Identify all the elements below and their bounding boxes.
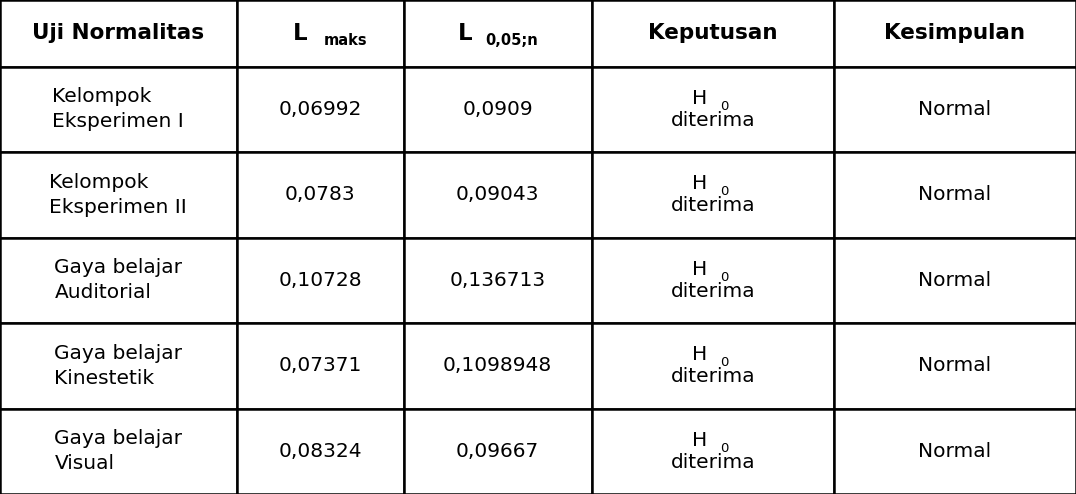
Bar (237, 152, 404, 238)
Text: maks: maks (324, 33, 367, 48)
Text: Uji Normalitas: Uji Normalitas (32, 23, 204, 43)
Text: Normal: Normal (919, 442, 991, 461)
Bar (237, 67, 404, 152)
Bar (834, 0, 1076, 67)
Bar (0, 0, 237, 67)
Text: 0,05;n: 0,05;n (485, 33, 538, 48)
Text: L: L (458, 22, 473, 45)
Bar (0, 238, 237, 323)
Text: H: H (692, 260, 708, 279)
Text: 0,06992: 0,06992 (279, 100, 362, 119)
Text: 0: 0 (721, 442, 728, 454)
Text: 0: 0 (721, 100, 728, 113)
Bar (0, 152, 237, 238)
Bar (237, 0, 404, 67)
Bar (0, 323, 237, 409)
Bar (0, 409, 237, 494)
Text: 0,07371: 0,07371 (279, 356, 362, 375)
Text: 0,136713: 0,136713 (450, 271, 546, 290)
Text: diterima: diterima (670, 368, 755, 386)
Bar (0, 67, 237, 152)
Bar (404, 67, 592, 152)
Bar (834, 409, 1076, 494)
Text: Kelompok
Eksperimen I: Kelompok Eksperimen I (53, 87, 184, 131)
Bar (404, 238, 592, 323)
Bar (592, 323, 834, 409)
Bar (237, 238, 404, 323)
Text: 0,0909: 0,0909 (463, 100, 533, 119)
Text: 0,08324: 0,08324 (279, 442, 362, 461)
Text: 0,09043: 0,09043 (456, 185, 539, 205)
Text: H: H (692, 345, 708, 364)
Text: H: H (692, 89, 708, 108)
Text: Normal: Normal (919, 356, 991, 375)
Text: Gaya belajar
Kinestetik: Gaya belajar Kinestetik (55, 344, 182, 388)
Bar (592, 409, 834, 494)
Text: 0,0783: 0,0783 (285, 185, 355, 205)
Bar (404, 152, 592, 238)
Text: Gaya belajar
Visual: Gaya belajar Visual (55, 429, 182, 473)
Text: 0: 0 (721, 271, 728, 284)
Text: Gaya belajar
Auditorial: Gaya belajar Auditorial (55, 258, 182, 302)
Text: 0,10728: 0,10728 (279, 271, 362, 290)
Bar (834, 152, 1076, 238)
Bar (592, 67, 834, 152)
Text: Normal: Normal (919, 271, 991, 290)
Text: 0,09667: 0,09667 (456, 442, 539, 461)
Bar (834, 238, 1076, 323)
Bar (592, 238, 834, 323)
Text: diterima: diterima (670, 197, 755, 215)
Text: 0,1098948: 0,1098948 (443, 356, 552, 375)
Text: H: H (692, 174, 708, 193)
Text: 0: 0 (721, 356, 728, 369)
Bar (237, 409, 404, 494)
Text: Kelompok
Eksperimen II: Kelompok Eksperimen II (49, 173, 187, 217)
Bar (592, 152, 834, 238)
Text: diterima: diterima (670, 453, 755, 472)
Bar (834, 67, 1076, 152)
Text: diterima: diterima (670, 111, 755, 130)
Text: Normal: Normal (919, 100, 991, 119)
Text: Keputusan: Keputusan (648, 23, 778, 43)
Bar (592, 0, 834, 67)
Text: Kesimpulan: Kesimpulan (884, 23, 1025, 43)
Text: L: L (293, 22, 308, 45)
Bar (404, 0, 592, 67)
Text: Normal: Normal (919, 185, 991, 205)
Text: H: H (692, 431, 708, 450)
Bar (834, 323, 1076, 409)
Text: 0: 0 (721, 185, 728, 198)
Bar (237, 323, 404, 409)
Bar (404, 409, 592, 494)
Text: diterima: diterima (670, 282, 755, 301)
Bar (404, 323, 592, 409)
